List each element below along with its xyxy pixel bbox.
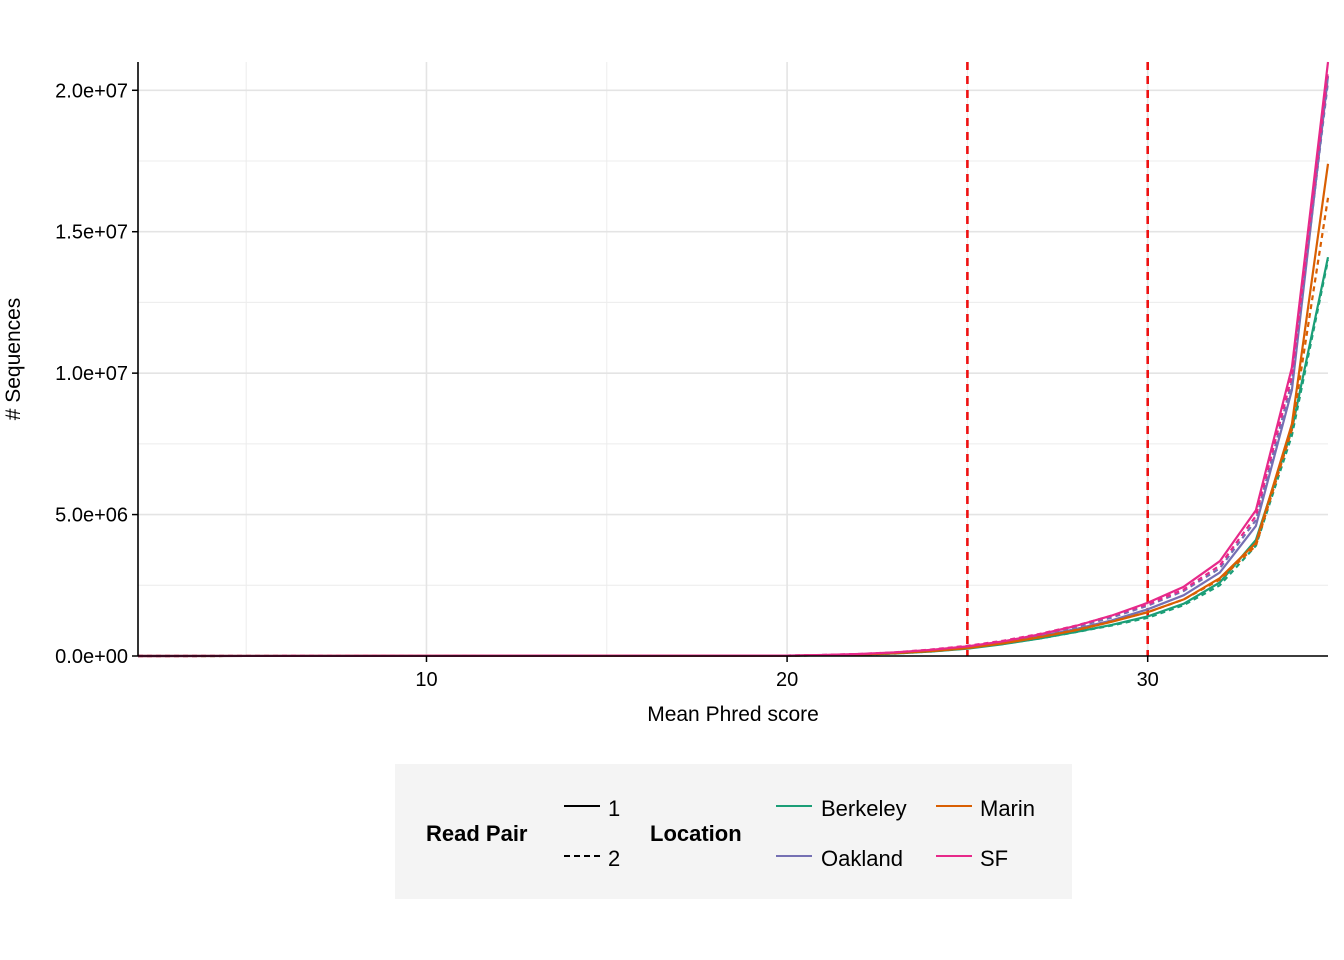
legend-title-read-pair: Read Pair <box>426 821 528 846</box>
series-line-berkeley-1 <box>137 256 1330 658</box>
y-tick-label: 1.5e+07 <box>55 222 128 244</box>
y-tick-label: 2.0e+07 <box>55 80 128 102</box>
y-tick-label: 0.0e+00 <box>55 646 128 668</box>
grid-lines <box>138 62 1328 657</box>
legend-label-read-pair-1: 1 <box>608 796 621 821</box>
y-axis-title: # Sequences <box>2 298 25 421</box>
y-tick-label: 5.0e+06 <box>55 505 128 527</box>
legend-label-read-pair-2: 2 <box>608 846 621 871</box>
legend-key-berkeley <box>776 805 812 807</box>
legend-key-dashed <box>564 855 600 857</box>
x-tick-label: 30 <box>1137 669 1159 691</box>
series-line-marin-1 <box>137 163 1330 658</box>
reference-lines <box>966 62 1149 656</box>
series-line-oakland-2 <box>137 81 1330 658</box>
legend-key-marin <box>936 805 972 807</box>
x-tick-label: 10 <box>415 669 437 691</box>
x-axis-title: Mean Phred score <box>647 703 819 726</box>
series-lines <box>137 61 1330 658</box>
legend-key-sf <box>936 855 972 857</box>
legend-label-berkeley: Berkeley <box>821 796 907 821</box>
legend-key-oakland <box>776 855 812 857</box>
axes <box>137 62 1328 657</box>
legend-key-solid <box>564 805 600 807</box>
y-ticks: 0.0e+00 5.0e+06 1.0e+07 1.5e+07 2.0e+07 <box>55 80 138 668</box>
legend-label-sf: SF <box>980 846 1009 871</box>
series-line-sf-1 <box>137 61 1330 658</box>
series-line-marin-2 <box>137 197 1330 658</box>
legend: Read Pair 1 2 Location Berkeley Marin Oa… <box>395 764 1072 899</box>
legend-title-location: Location <box>650 821 742 846</box>
x-ticks: 10 20 30 <box>415 656 1159 691</box>
x-tick-label: 20 <box>776 669 798 691</box>
legend-label-marin: Marin <box>980 796 1036 821</box>
y-tick-label: 1.0e+07 <box>55 363 128 385</box>
series-line-sf-2 <box>137 70 1330 658</box>
series-line-oakland-1 <box>137 75 1330 658</box>
series-line-berkeley-2 <box>137 259 1330 658</box>
legend-label-oakland: Oakland <box>821 846 903 871</box>
